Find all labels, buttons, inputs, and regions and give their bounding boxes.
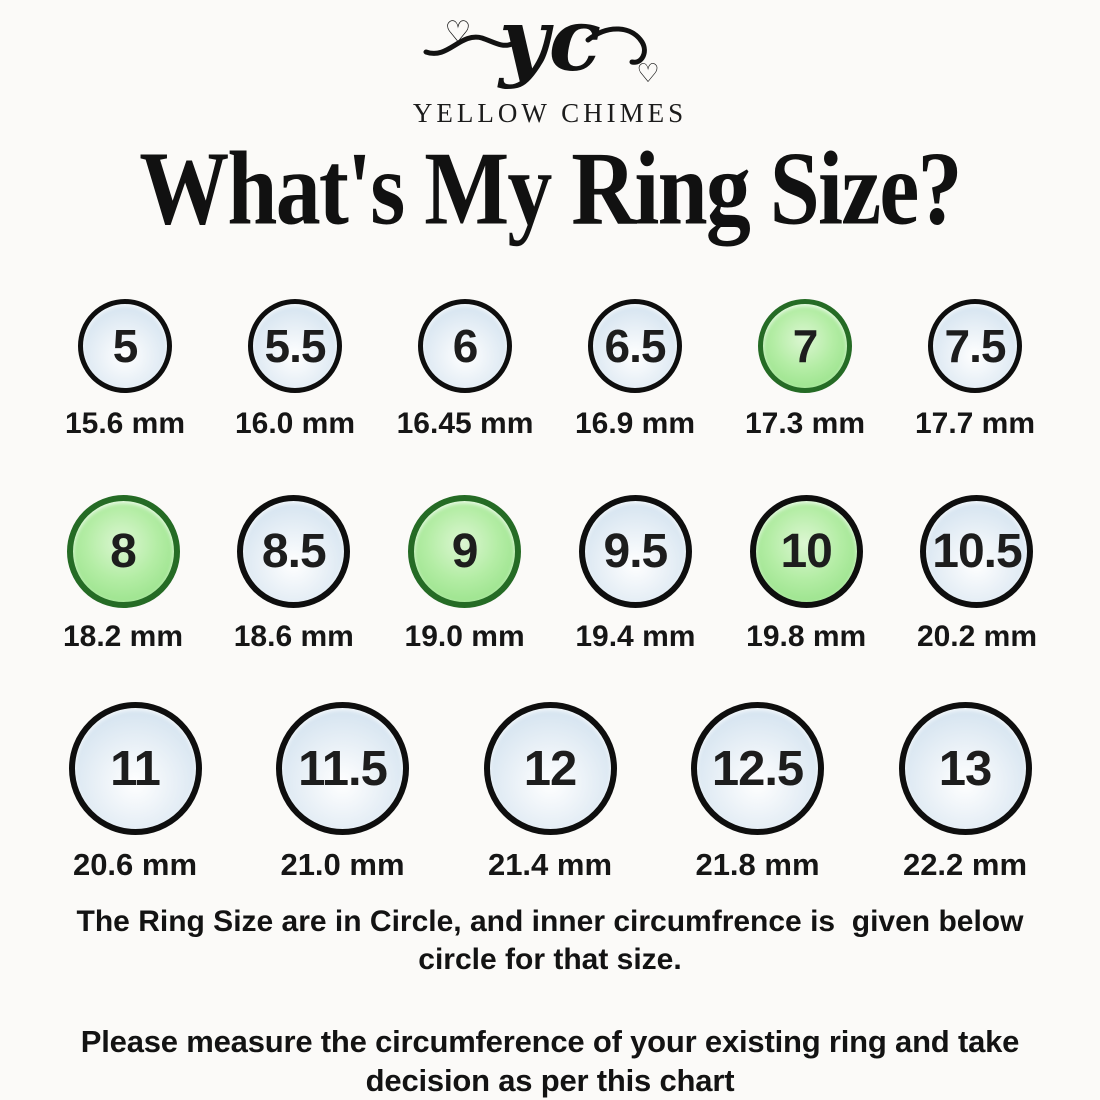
ring-cell-5-5: 5.5 16.0 mm [214, 299, 376, 441]
ring-size-label: 10 [780, 525, 832, 578]
ring-size-label: 8 [110, 525, 137, 578]
ring-circle-5-5: 5.5 [248, 299, 342, 393]
ring-cell-12-5: 12.5 21.8 mm [659, 702, 857, 883]
ring-circle-6-5: 6.5 [588, 299, 682, 393]
ring-size-label: 5 [112, 320, 139, 372]
footer-notes: The Ring Size are in Circle, and inner c… [0, 903, 1100, 1100]
page-title: What's My Ring Size? [139, 130, 962, 247]
ring-circle-9-5: 9.5 [578, 495, 692, 608]
ring-circle-10: 10 [749, 495, 863, 608]
ring-size-label: 9 [451, 525, 479, 578]
ring-size-label: 12 [523, 741, 578, 796]
ring-diameter-label: 18.6 mm [233, 620, 354, 653]
ring-diameter-label: 16.0 mm [234, 407, 356, 440]
ring-cell-13: 13 22.2 mm [866, 702, 1064, 883]
ring-diameter-label: 15.6 mm [64, 407, 186, 440]
ring-diameter-label: 19.4 mm [575, 620, 696, 653]
ring-circle-10-5: 10.5 [920, 495, 1034, 608]
ring-circle-12-5: 12.5 [691, 702, 824, 835]
ring-cell-10: 10 19.8 mm [725, 495, 887, 654]
ring-circle-5: 5 [78, 299, 172, 393]
ring-size-label: 12.5 [711, 741, 804, 796]
ring-size-label: 5.5 [264, 320, 327, 372]
ring-size-label: 11 [110, 741, 161, 796]
ring-diameter-label: 21.0 mm [280, 847, 405, 882]
ring-cell-7: 7 17.3 mm [724, 299, 886, 441]
ring-size-label: 6.5 [604, 320, 667, 372]
ring-circle-12: 12 [483, 702, 617, 835]
yc-monogram-logo: ♡ yc ♡ [423, 4, 660, 91]
right-swash-heart-icon: ♡ [585, 26, 660, 89]
ring-circle-7: 7 [758, 299, 852, 393]
ring-diameter-label: 19.0 mm [404, 620, 525, 653]
ring-cell-5: 5 15.6 mm [44, 299, 206, 441]
brand-logo: ♡ yc ♡ YELLOW CHIMES [0, 0, 1100, 129]
ring-diameter-label: 22.2 mm [902, 847, 1028, 882]
svg-text:♡: ♡ [445, 15, 472, 50]
brand-name: YELLOW CHIMES [412, 98, 688, 128]
ring-circle-8-5: 8.5 [237, 495, 351, 608]
ring-size-label: 8.5 [261, 525, 327, 578]
ring-cell-11: 11 20.6 mm [36, 702, 234, 883]
ring-diameter-label: 20.2 mm [916, 620, 1038, 653]
ring-diameter-label: 19.8 mm [746, 620, 867, 653]
ring-size-chart: 5 15.6 mm 5.5 16.0 mm 6 16.45 mm 6.5 16.… [0, 299, 1100, 883]
ring-circle-11-5: 11.5 [276, 702, 409, 835]
ring-circle-6: 6 [418, 299, 512, 393]
ring-diameter-label: 17.3 mm [744, 407, 866, 440]
svg-text:♡: ♡ [636, 59, 659, 89]
left-swash-heart-icon: ♡ [423, 15, 515, 56]
ring-cell-6-5: 6.5 16.9 mm [554, 299, 716, 441]
ring-diameter-label: 17.7 mm [914, 407, 1036, 440]
ring-diameter-label: 16.45 mm [396, 407, 534, 440]
ring-circle-9: 9 [408, 495, 522, 608]
ring-row-2: 8 18.2 mm 8.5 18.6 mm 9 19.0 mm 9.5 19.4… [0, 495, 1100, 654]
note-circle-explanation: The Ring Size are in Circle, and inner c… [76, 905, 1024, 977]
ring-cell-10-5: 10.5 20.2 mm [896, 495, 1058, 654]
note-measure-instruction: Please measure the circumference of your… [80, 1023, 1020, 1098]
ring-size-label: 13 [938, 741, 993, 796]
ring-circle-13: 13 [898, 702, 1032, 835]
ring-cell-8-5: 8.5 18.6 mm [213, 495, 375, 654]
ring-cell-6: 6 16.45 mm [384, 299, 546, 441]
ring-size-label: 10.5 [932, 525, 1022, 578]
monogram-text: yc [497, 4, 601, 91]
ring-size-label: 6 [452, 320, 479, 372]
ring-diameter-label: 21.8 mm [695, 847, 820, 882]
ring-circle-7-5: 7.5 [928, 299, 1022, 393]
ring-cell-11-5: 11.5 21.0 mm [244, 702, 442, 883]
ring-diameter-label: 16.9 mm [574, 407, 696, 440]
ring-size-label: 7 [792, 320, 819, 372]
ring-cell-9: 9 19.0 mm [384, 495, 546, 654]
ring-diameter-label: 20.6 mm [72, 847, 198, 882]
ring-cell-12: 12 21.4 mm [451, 702, 649, 883]
ring-size-label: 11.5 [298, 741, 388, 796]
ring-cell-8: 8 18.2 mm [42, 495, 204, 654]
ring-circle-11: 11 [68, 702, 202, 835]
ring-row-3: 11 20.6 mm 11.5 21.0 mm 12 21.4 mm 12.5 … [0, 702, 1100, 883]
ring-circle-8: 8 [66, 495, 180, 608]
ring-diameter-label: 18.2 mm [62, 620, 184, 653]
ring-size-label: 9.5 [603, 525, 669, 578]
ring-row-1: 5 15.6 mm 5.5 16.0 mm 6 16.45 mm 6.5 16.… [0, 299, 1100, 441]
ring-cell-9-5: 9.5 19.4 mm [554, 495, 716, 654]
ring-cell-7-5: 7.5 17.7 mm [894, 299, 1056, 441]
ring-diameter-label: 21.4 mm [487, 847, 613, 882]
ring-size-label: 7.5 [944, 320, 1007, 372]
